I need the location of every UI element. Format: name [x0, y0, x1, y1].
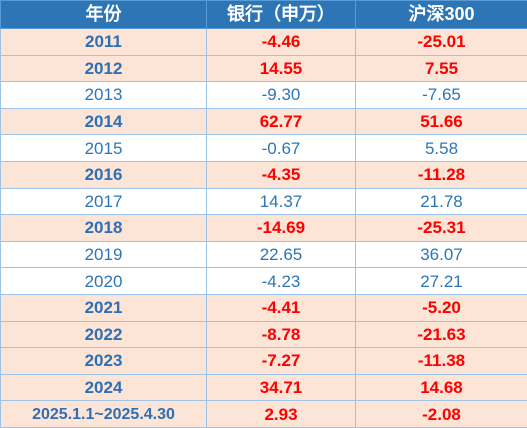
table-header-row: 年份 银行（申万） 沪深300 — [0, 0, 527, 29]
csi300-return-cell: 5.58 — [355, 134, 527, 162]
csi300-return-cell: -25.31 — [355, 214, 527, 242]
year-cell: 2013 — [0, 81, 207, 109]
year-cell: 2012 — [0, 54, 207, 83]
year-cell: 2017 — [0, 187, 207, 216]
year-cell: 2025.1.1~2025.4.30 — [0, 400, 207, 428]
bank-return-cell: -4.35 — [206, 160, 356, 189]
table-row: 2021 -4.41 -5.20 — [0, 293, 527, 322]
table-row: 2022 -8.78 -21.63 — [0, 320, 527, 349]
header-bank-sw: 银行（申万） — [206, 0, 356, 29]
bank-return-cell: 14.37 — [206, 187, 356, 216]
csi300-return-cell: 7.55 — [355, 54, 527, 83]
bank-return-cell: -7.27 — [206, 347, 356, 375]
header-csi300: 沪深300 — [355, 0, 527, 29]
bank-return-cell: -4.46 — [206, 28, 356, 56]
csi300-return-cell: -2.08 — [355, 400, 527, 428]
table-row: 2015 -0.67 5.58 — [0, 134, 527, 162]
bank-return-cell: -9.30 — [206, 81, 356, 109]
bank-return-cell: -8.78 — [206, 320, 356, 349]
year-cell: 2022 — [0, 320, 207, 349]
table-row: 2011 -4.46 -25.01 — [0, 28, 527, 56]
csi300-return-cell: -11.28 — [355, 160, 527, 189]
bank-return-cell: 2.93 — [206, 400, 356, 428]
table-row: 2012 14.55 7.55 — [0, 54, 527, 83]
csi300-return-cell: -7.65 — [355, 81, 527, 109]
csi300-return-cell: 14.68 — [355, 373, 527, 402]
year-cell: 2019 — [0, 240, 207, 269]
table-row: 2020 -4.23 27.21 — [0, 267, 527, 295]
table-row: 2014 62.77 51.66 — [0, 107, 527, 136]
csi300-return-cell: 27.21 — [355, 267, 527, 295]
year-cell: 2023 — [0, 347, 207, 375]
csi300-return-cell: 36.07 — [355, 240, 527, 269]
csi300-return-cell: 51.66 — [355, 107, 527, 136]
year-cell: 2016 — [0, 160, 207, 189]
year-cell: 2015 — [0, 134, 207, 162]
year-cell: 2020 — [0, 267, 207, 295]
year-cell: 2021 — [0, 293, 207, 322]
csi300-return-cell: -21.63 — [355, 320, 527, 349]
table-row: 2013 -9.30 -7.65 — [0, 81, 527, 109]
header-year: 年份 — [0, 0, 207, 29]
bank-return-cell: -14.69 — [206, 214, 356, 242]
table-row: 2018 -14.69 -25.31 — [0, 214, 527, 242]
table-row: 2017 14.37 21.78 — [0, 187, 527, 216]
bank-return-cell: -4.41 — [206, 293, 356, 322]
table-row: 2024 34.71 14.68 — [0, 373, 527, 402]
csi300-return-cell: -5.20 — [355, 293, 527, 322]
bank-return-cell: -0.67 — [206, 134, 356, 162]
table-row: 2025.1.1~2025.4.30 2.93 -2.08 — [0, 400, 527, 428]
csi300-return-cell: 21.78 — [355, 187, 527, 216]
year-cell: 2014 — [0, 107, 207, 136]
bank-return-cell: 22.65 — [206, 240, 356, 269]
year-cell: 2018 — [0, 214, 207, 242]
bank-return-cell: -4.23 — [206, 267, 356, 295]
csi300-return-cell: -11.38 — [355, 347, 527, 375]
table-row: 2019 22.65 36.07 — [0, 240, 527, 269]
table-row: 2023 -7.27 -11.38 — [0, 347, 527, 375]
bank-return-cell: 34.71 — [206, 373, 356, 402]
bank-return-cell: 62.77 — [206, 107, 356, 136]
bank-return-cell: 14.55 — [206, 54, 356, 83]
table-row: 2016 -4.35 -11.28 — [0, 160, 527, 189]
year-cell: 2024 — [0, 373, 207, 402]
year-cell: 2011 — [0, 28, 207, 56]
csi300-return-cell: -25.01 — [355, 28, 527, 56]
